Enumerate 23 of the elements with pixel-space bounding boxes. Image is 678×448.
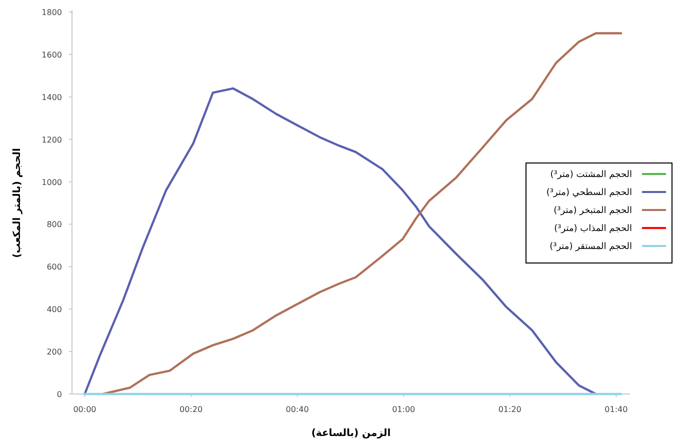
y-tick-label: 0 [56, 390, 62, 399]
x-tick-label: 00:00 [73, 405, 96, 414]
y-axis-title: الحجم (بالمتر المكعب) [12, 148, 23, 258]
y-tick-label: 600 [46, 262, 62, 272]
x-axis-title: الزمن (بالساعة) [311, 428, 391, 439]
x-tick-label: 01:20 [498, 405, 522, 414]
legend-label: الحجم المتبخر (متر³) [554, 206, 632, 216]
y-tick-label: 1600 [42, 50, 62, 60]
y-tick-label: 1800 [42, 8, 62, 17]
x-tick-label: 00:40 [286, 405, 309, 414]
x-tick-label: 00:20 [180, 405, 203, 414]
y-tick-label: 200 [46, 348, 62, 357]
y-tick-label: 1400 [42, 92, 62, 102]
x-tick-label: 01:00 [392, 405, 416, 414]
y-tick-label: 1200 [42, 135, 62, 144]
y-tick-label: 1000 [42, 178, 62, 187]
legend-label: الحجم السطحي (متر³) [546, 188, 632, 198]
legend-label: الحجم المذاب (متر³) [554, 224, 632, 234]
x-tick-label: 01:40 [604, 405, 628, 414]
y-tick-label: 400 [46, 305, 62, 314]
y-tick-label: 800 [46, 220, 62, 230]
legend-label: الحجم المستقر (متر³) [550, 242, 632, 252]
legend-label: الحجم المشتت (متر³) [550, 170, 632, 180]
